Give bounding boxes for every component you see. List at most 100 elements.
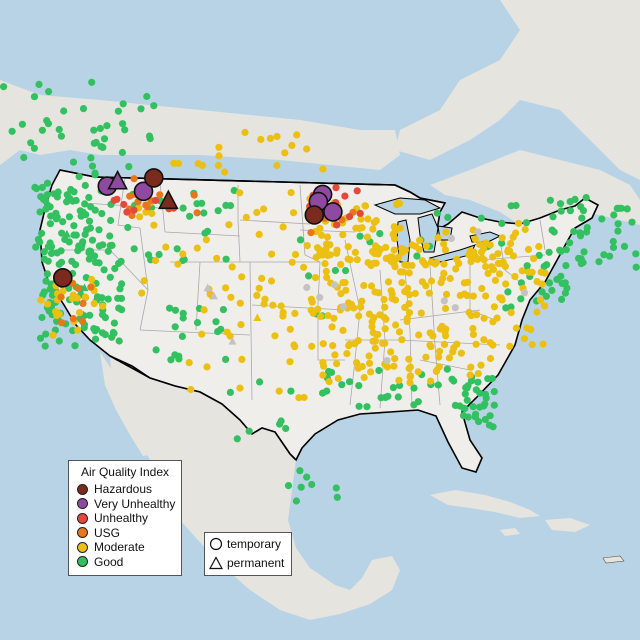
monitor-moderate [142,208,150,216]
monitor-good [119,120,127,128]
monitor-good [219,306,227,314]
monitor-good [613,204,621,212]
monitor-moderate [471,235,479,243]
monitor-moderate [398,244,406,253]
monitor-unhealthy [353,187,361,195]
monitor-good [55,125,63,134]
monitor-good [114,294,122,302]
monitor-moderate [300,393,308,402]
monitor-moderate [445,354,453,362]
monitor-moderate [427,343,435,351]
monitor-good [332,484,340,492]
monitor-good [18,120,26,128]
monitor-good [42,330,50,338]
monitor-moderate [355,312,363,320]
monitor-good [119,100,127,108]
monitor-moderate [504,248,512,256]
monitor-moderate [289,209,298,217]
monitor-moderate [533,308,541,316]
monitor-good [595,258,603,266]
aqi-legend: Air Quality Index Hazardous Very Unhealt… [68,460,182,576]
monitor-temporary-very-unhealthy [133,181,154,202]
monitor-moderate [341,279,349,287]
monitor-good [71,342,79,350]
monitor-moderate [381,303,389,311]
monitor-good [36,238,44,246]
circle-icon [209,537,223,551]
monitor-moderate [370,249,379,258]
monitor-moderate [365,352,373,360]
monitor-good [577,203,585,211]
monitor-moderate [411,289,419,298]
monitor-moderate [227,293,235,301]
monitor-good [338,381,346,389]
monitor-moderate [203,363,211,371]
monitor-moderate [482,292,490,300]
monitor-moderate [329,342,337,350]
monitor-good [88,162,97,170]
monitor-good [480,402,488,410]
monitor-moderate [307,306,315,314]
monitor-good [38,229,46,237]
monitor-moderate [351,340,359,348]
monitor-good [245,427,253,435]
monitor-permanent-good [80,283,89,292]
monitor-good [58,229,66,237]
monitor-moderate [395,376,403,384]
monitor-good [38,183,46,192]
monitor-moderate [384,278,393,286]
monitor-good [81,200,89,208]
monitor-good [212,318,220,326]
monitor-good [85,255,93,263]
monitor-good [100,135,109,143]
monitor-moderate [321,260,329,268]
monitor-good [256,378,264,386]
monitor-good [65,238,73,246]
monitor-moderate [446,274,454,283]
legend-item-unhealthy: Unhealthy [69,511,181,526]
monitor-moderate [273,132,281,141]
monitor-moderate [469,292,477,300]
monitor-good [443,365,451,373]
monitor-good [40,248,48,256]
monitor-moderate [74,326,82,334]
monitor-moderate [185,359,193,367]
monitor-temporary-hazardous [144,168,164,188]
monitor-moderate [303,145,311,153]
monitor-moderate [330,314,338,322]
monitor-good [104,247,112,255]
monitor-moderate [366,359,374,367]
monitor-moderate [333,246,341,254]
monitor-good [47,212,55,220]
monitor-good [53,213,61,221]
monitor-moderate [442,332,450,340]
monitor-moderate [391,355,399,363]
monitor-type-legend: temporary permanent [204,532,292,576]
monitor-moderate [535,242,543,251]
monitor-moderate [253,208,261,216]
hazardous-swatch [77,483,88,495]
monitor-good [489,423,497,431]
monitor-moderate [395,328,404,336]
legend-label: USG [94,525,121,540]
monitor-moderate [287,189,295,197]
monitor-moderate [390,260,398,268]
monitor-good [222,255,230,263]
land-baja [100,352,150,456]
monitor-moderate [351,248,359,256]
monitor-moderate [328,323,336,331]
monitor-good [451,401,459,409]
monitor-good [88,236,97,244]
monitor-usg [307,229,315,237]
monitor-moderate [478,284,486,293]
monitor-moderate [375,289,383,297]
monitor-moderate [405,355,413,363]
monitor-moderate [457,349,465,357]
monitor-moderate [515,219,523,227]
monitor-moderate [472,340,480,348]
monitor-good [609,243,618,251]
land-cuba [430,490,540,518]
monitor-moderate [477,361,485,369]
monitor-moderate [223,328,231,336]
monitor-good [333,493,341,501]
